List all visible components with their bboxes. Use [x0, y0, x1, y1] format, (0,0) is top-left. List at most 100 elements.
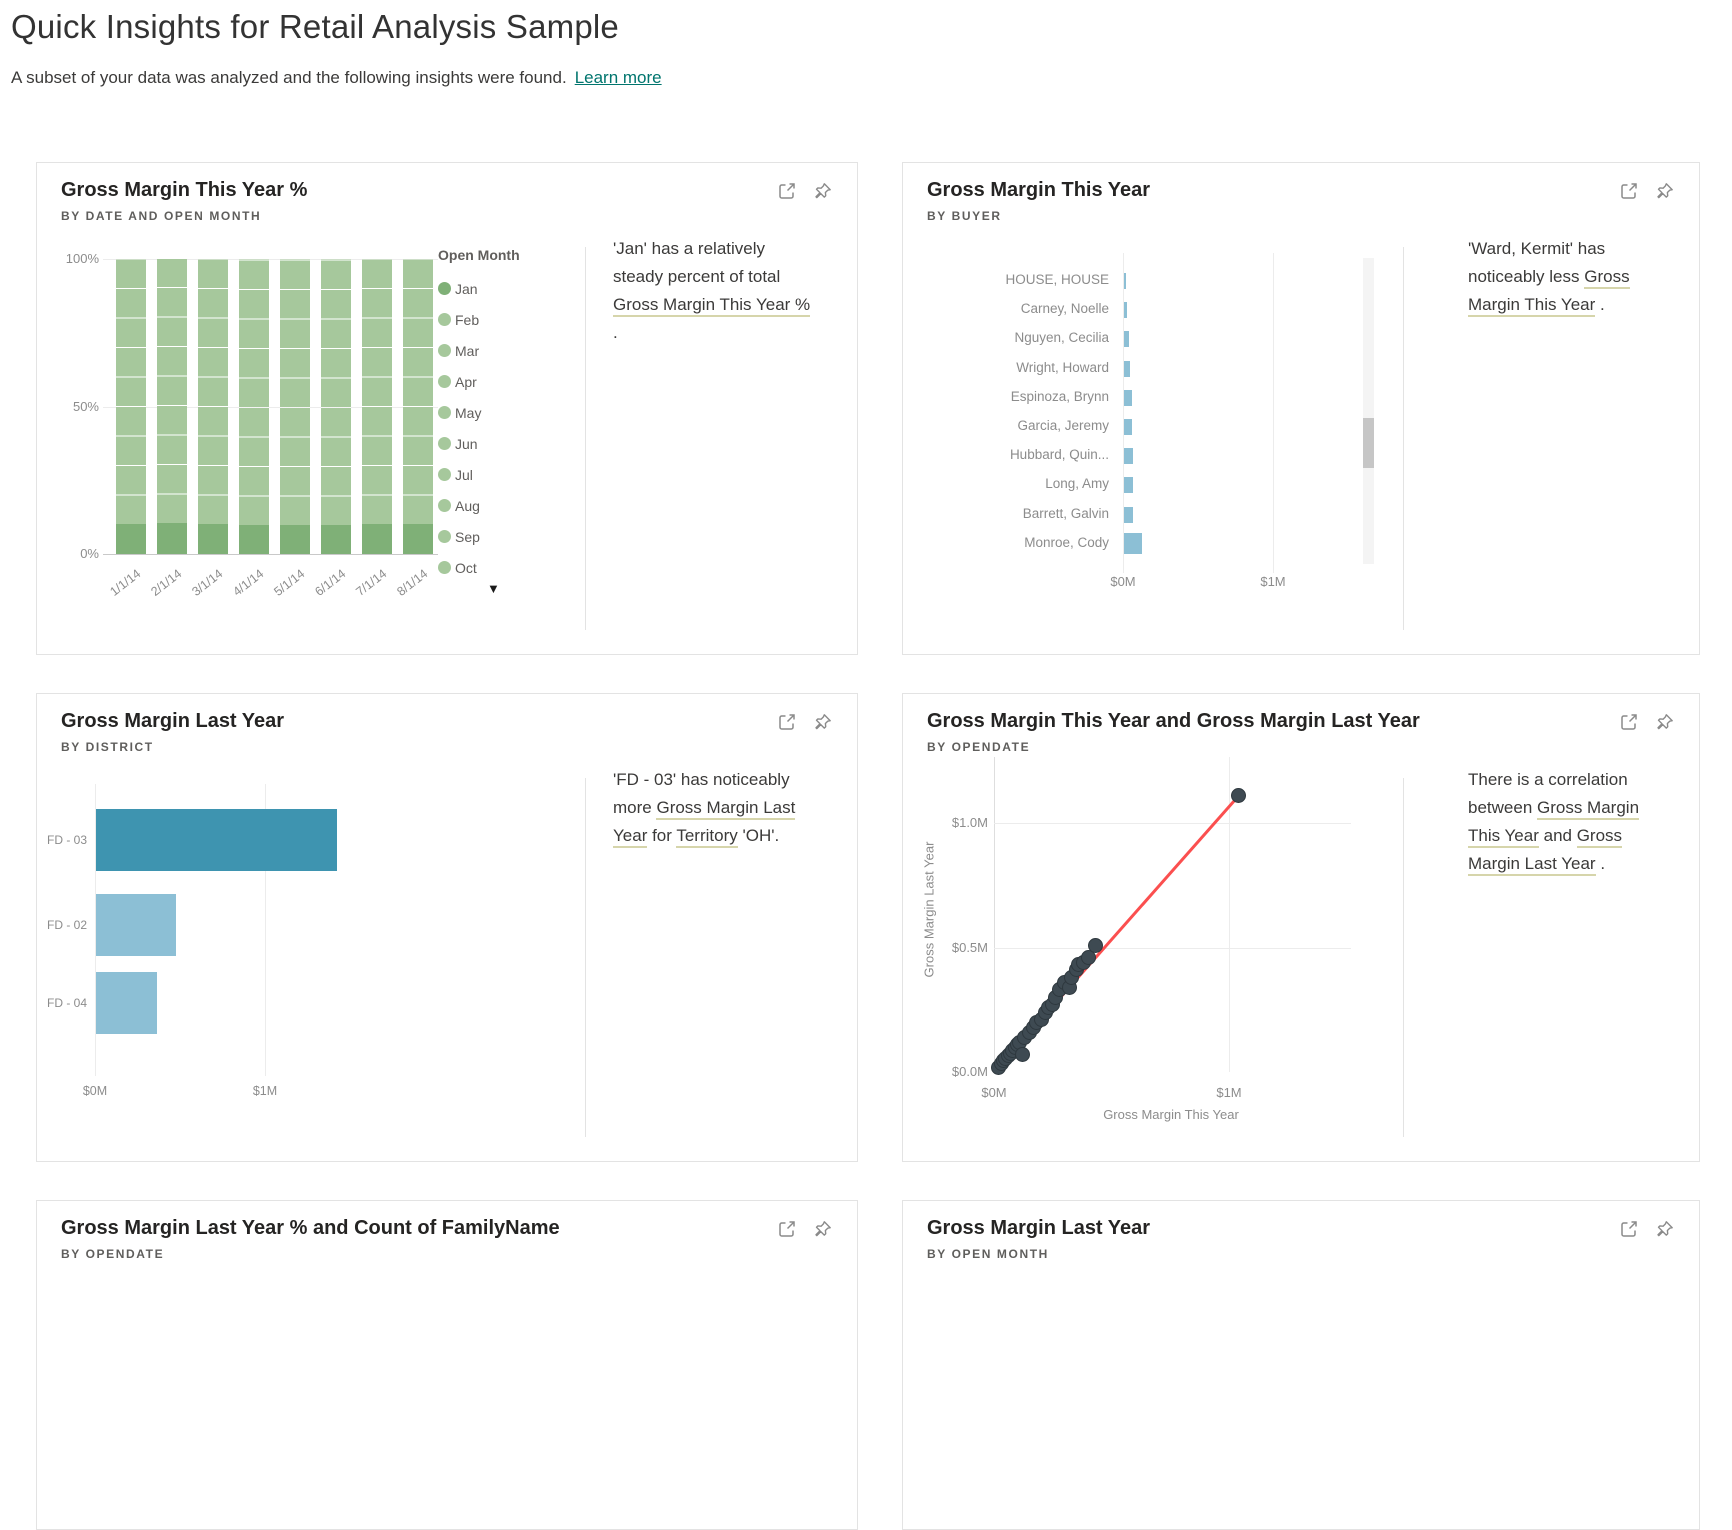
pin-icon[interactable] [1655, 712, 1675, 732]
scatter-point[interactable] [1080, 949, 1096, 965]
column-segment-jan[interactable] [362, 523, 392, 554]
bar[interactable] [1124, 273, 1126, 289]
legend-item-feb[interactable]: Feb [438, 304, 568, 335]
insight-text-segment: . [1595, 295, 1605, 314]
focus-mode-icon[interactable] [777, 712, 797, 732]
legend-item-mar[interactable]: Mar [438, 335, 568, 366]
scrollbar-track[interactable] [1363, 258, 1374, 564]
legend: Open Month Jan Feb Mar Apr May Jun Jul Aug Sep Oct [438, 247, 568, 583]
focus-mode-icon[interactable] [1619, 1219, 1639, 1239]
column-segment-jan[interactable] [157, 522, 187, 554]
x-axis-title: Gross Margin This Year [1103, 1107, 1239, 1122]
horizontal-bar-chart[interactable]: HOUSE, HOUSE Carney, Noelle Nguyen, Cecili… [927, 233, 1407, 605]
legend-label: Jun [455, 435, 478, 452]
scrollbar-thumb[interactable] [1363, 418, 1374, 468]
pin-icon[interactable] [1655, 1219, 1675, 1239]
stacked-column[interactable] [362, 259, 392, 554]
bar[interactable] [96, 894, 176, 956]
card-title: Gross Margin This Year and Gross Margin … [927, 710, 1420, 732]
bar-category-label: Carney, Noelle [1020, 301, 1109, 317]
legend-item-jun[interactable]: Jun [438, 428, 568, 459]
pin-icon[interactable] [813, 181, 833, 201]
scatter-chart[interactable]: Gross Margin Last Year $1.0M $0.5M $0.0M $0M… [903, 739, 1423, 1139]
card-subtitle: BY DATE AND OPEN MONTH [61, 209, 262, 223]
pin-icon[interactable] [813, 1219, 833, 1239]
bar[interactable] [96, 972, 158, 1034]
column-segment-feb-oct[interactable] [239, 259, 269, 526]
column-segment-jan[interactable] [198, 524, 228, 554]
bar-category-label: Monroe, Cody [1024, 534, 1109, 550]
insight-card-gross-margin-this-year-by-buyer: Gross Margin This Year BY BUYER HOUSE, H… [902, 162, 1700, 655]
learn-more-link[interactable]: Learn more [574, 68, 662, 87]
legend-dot [438, 406, 451, 419]
bar[interactable] [1124, 302, 1127, 319]
stacked-column[interactable] [403, 259, 433, 554]
bar[interactable] [1124, 448, 1133, 465]
insight-link[interactable]: Territory [676, 826, 738, 848]
bar[interactable] [1124, 331, 1129, 348]
insight-link[interactable]: Gross Margin Last Year [613, 798, 796, 848]
scatter-point[interactable] [1230, 788, 1246, 804]
legend-item-may[interactable]: May [438, 397, 568, 428]
bar[interactable] [1124, 389, 1132, 406]
bar[interactable] [1124, 533, 1142, 555]
card-actions [777, 712, 833, 732]
horizontal-bar-chart[interactable]: FD - 03 FD - 02 FD - 04 $0M $1M [47, 784, 581, 1114]
legend-dot [438, 468, 451, 481]
insight-text-segment: 'Ward, Kermit' has noticeably less [1468, 239, 1606, 286]
card-divider [585, 778, 586, 1137]
bar[interactable] [1124, 506, 1133, 523]
column-segment-jan[interactable] [239, 525, 269, 554]
insight-link[interactable]: Gross Margin This Year [1468, 267, 1630, 317]
stacked-column[interactable] [198, 259, 228, 554]
column-segment-feb-oct[interactable] [403, 259, 433, 525]
stacked-column[interactable] [157, 259, 187, 554]
column-segment-feb-oct[interactable] [280, 259, 310, 525]
bar[interactable] [1124, 360, 1130, 377]
insight-link[interactable]: Gross Margin Last Year [1468, 826, 1623, 876]
legend-scroll-down-icon[interactable]: ▼ [487, 581, 500, 596]
insight-card-gm-last-year-pct-count-familyname: Gross Margin Last Year % and Count of Fa… [36, 1200, 858, 1530]
legend-item-jan[interactable]: Jan [438, 273, 568, 304]
bar[interactable] [1124, 419, 1132, 435]
column-segment-jan[interactable] [321, 524, 351, 554]
focus-mode-icon[interactable] [777, 181, 797, 201]
card-subtitle: BY OPENDATE [61, 1247, 165, 1261]
card-title: Gross Margin This Year % [61, 179, 308, 201]
insight-link[interactable]: Gross Margin This Year % [613, 295, 811, 317]
legend-item-sep[interactable]: Sep [438, 521, 568, 552]
column-segment-jan[interactable] [116, 523, 146, 554]
legend-item-aug[interactable]: Aug [438, 490, 568, 521]
pin-icon[interactable] [813, 712, 833, 732]
insight-link[interactable]: Gross Margin This Year [1468, 798, 1640, 848]
scatter-point[interactable] [1087, 937, 1103, 953]
column-segment-jan[interactable] [280, 524, 310, 554]
pin-icon[interactable] [1655, 181, 1675, 201]
legend-dot [438, 375, 451, 388]
legend-item-jul[interactable]: Jul [438, 459, 568, 490]
legend-item-apr[interactable]: Apr [438, 366, 568, 397]
legend-label: Sep [455, 528, 480, 545]
column-segment-feb-oct[interactable] [321, 259, 351, 525]
bar[interactable] [96, 809, 338, 871]
focus-mode-icon[interactable] [1619, 181, 1639, 201]
bar[interactable] [1124, 477, 1133, 494]
card-subtitle: BY DISTRICT [61, 740, 154, 754]
scatter-point[interactable] [1014, 1047, 1030, 1063]
column-segment-feb-oct[interactable] [116, 259, 146, 524]
stacked-column[interactable] [116, 259, 146, 554]
bar-category-label: Barrett, Galvin [1022, 505, 1109, 521]
stacked-column[interactable] [280, 259, 310, 554]
focus-mode-icon[interactable] [1619, 712, 1639, 732]
column-segment-jan[interactable] [403, 524, 433, 554]
column-segment-feb-oct[interactable] [157, 259, 187, 523]
focus-mode-icon[interactable] [777, 1219, 797, 1239]
legend-item-oct[interactable]: Oct [438, 552, 568, 583]
stacked-column[interactable] [321, 259, 351, 554]
column-segment-feb-oct[interactable] [198, 259, 228, 525]
column-segment-feb-oct[interactable] [362, 259, 392, 524]
stacked-column-chart[interactable]: 100% 50% 0% 1/1/14 2/1/14 3/1/14 4/1/14 5/1/14 6… [61, 225, 585, 635]
stacked-column[interactable] [239, 259, 269, 554]
card-subtitle: BY OPENDATE [927, 740, 1031, 754]
legend-dot [438, 282, 451, 295]
